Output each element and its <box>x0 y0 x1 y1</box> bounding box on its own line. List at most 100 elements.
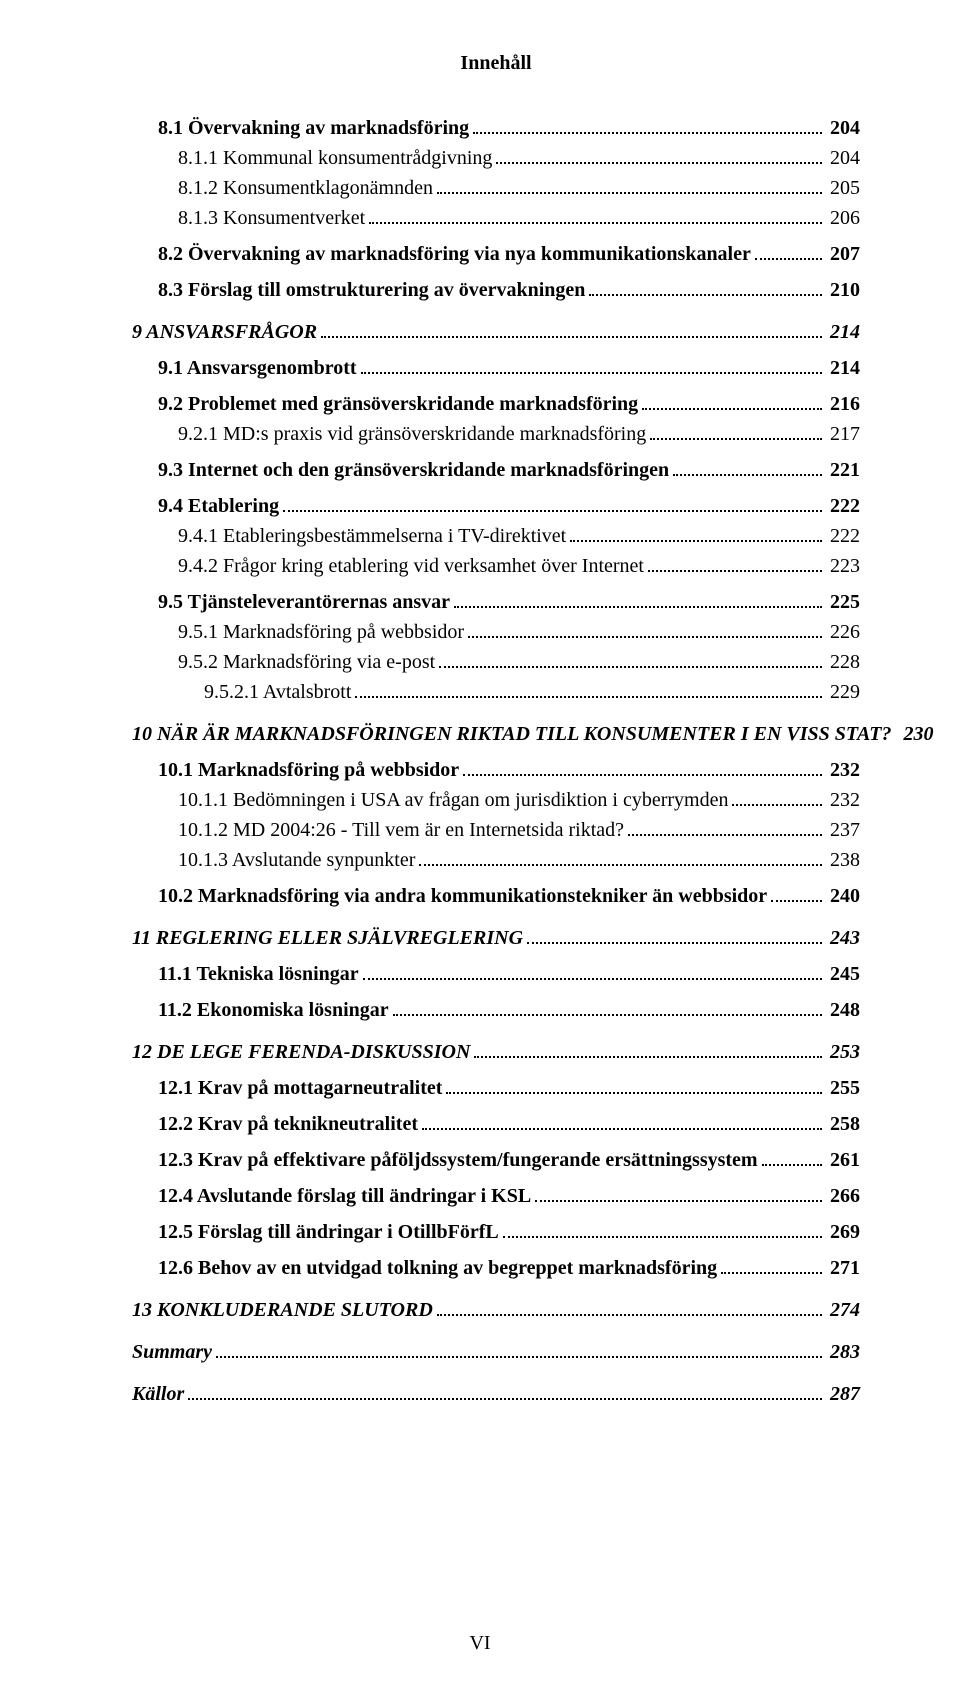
toc-entry-label: 12.2 Krav på teknikneutralitet <box>158 1109 418 1139</box>
toc-entry-label: 10.1 Marknadsföring på webbsidor <box>158 755 459 785</box>
toc-leader-dots <box>437 180 822 194</box>
toc-entry-label: Summary <box>132 1337 212 1367</box>
toc-entry: 11.1 Tekniska lösningar245 <box>132 959 860 989</box>
toc-entry-page: 283 <box>826 1337 860 1367</box>
toc-entry-label: 9.4.2 Frågor kring etablering vid verksa… <box>178 551 644 581</box>
toc-entry-label: 12.1 Krav på mottagarneutralitet <box>158 1073 442 1103</box>
toc-entry-label: 8.2 Övervakning av marknadsföring via ny… <box>158 239 751 269</box>
toc-entry: 13 KONKLUDERANDE SLUTORD274 <box>132 1295 860 1325</box>
toc-entry-label: 13 KONKLUDERANDE SLUTORD <box>132 1295 433 1325</box>
toc-entry-label: 11.2 Ekonomiska lösningar <box>158 995 389 1025</box>
toc-entry-label: 10.1.1 Bedömningen i USA av frågan om ju… <box>178 785 728 815</box>
toc-entry-page: 228 <box>826 647 860 677</box>
toc-entry-label: 10.2 Marknadsföring via andra kommunikat… <box>158 881 767 911</box>
toc-entry: 8.1.1 Kommunal konsumentrådgivning204 <box>132 143 860 173</box>
toc-entry-label: 8.3 Förslag till omstrukturering av över… <box>158 275 585 305</box>
toc-leader-dots <box>496 150 822 164</box>
page: Innehåll 8.1 Övervakning av marknadsföri… <box>0 0 960 1691</box>
toc-entry: Summary 283 <box>132 1337 860 1367</box>
toc-leader-dots <box>721 1260 822 1274</box>
toc-entry-label: 8.1 Övervakning av marknadsföring <box>158 113 469 143</box>
toc-entry: 9.4.1 Etableringsbestämmelserna i TV-dir… <box>132 521 860 551</box>
toc-leader-dots <box>369 210 822 224</box>
toc-entry: 12 DE LEGE FERENDA-DISKUSSION253 <box>132 1037 860 1067</box>
toc-entry: 9.4.2 Frågor kring etablering vid verksa… <box>132 551 860 581</box>
toc-entry: 10.1.1 Bedömningen i USA av frågan om ju… <box>132 785 860 815</box>
toc-entry-page: 214 <box>826 317 860 347</box>
toc-entry-label: 8.1.3 Konsumentverket <box>178 203 365 233</box>
toc-entry: 12.1 Krav på mottagarneutralitet255 <box>132 1073 860 1103</box>
toc-entry: 10.1.2 MD 2004:26 - Till vem är en Inter… <box>132 815 860 845</box>
toc-entry: 10.1 Marknadsföring på webbsidor 232 <box>132 755 860 785</box>
toc-entry-page: 226 <box>826 617 860 647</box>
toc-entry-label: 9.4 Etablering <box>158 491 279 521</box>
toc-leader-dots <box>771 888 822 902</box>
toc-entry-page: 214 <box>826 353 860 383</box>
toc-entry: 10.1.3 Avslutande synpunkter 238 <box>132 845 860 875</box>
toc-leader-dots <box>463 762 822 776</box>
toc-entry: 12.4 Avslutande förslag till ändringar i… <box>132 1181 860 1211</box>
toc-entry-label: 12.3 Krav på effektivare påföljdssystem/… <box>158 1145 758 1175</box>
toc-leader-dots <box>589 282 822 296</box>
toc-entry-page: 207 <box>826 239 860 269</box>
toc-leader-dots <box>188 1386 822 1400</box>
toc-leader-dots <box>535 1188 822 1202</box>
toc-entry-label: 9.5.2 Marknadsföring via e-post <box>178 647 435 677</box>
toc-entry: 11 REGLERING ELLER SJÄLVREGLERING243 <box>132 923 860 953</box>
toc-entry-page: 229 <box>826 677 860 707</box>
toc-leader-dots <box>393 1002 822 1016</box>
toc-leader-dots <box>570 528 822 542</box>
toc-entry: 9.2 Problemet med gränsöverskridande mar… <box>132 389 860 419</box>
toc-entry-label: 11 REGLERING ELLER SJÄLVREGLERING <box>132 923 523 953</box>
toc-entry-label: 9.5.1 Marknadsföring på webbsidor <box>178 617 464 647</box>
toc-leader-dots <box>437 1302 822 1316</box>
toc-entry-page: 269 <box>826 1217 860 1247</box>
toc-entry-page: 232 <box>826 755 860 785</box>
toc-entry-label: 12.6 Behov av en utvidgad tolkning av be… <box>158 1253 717 1283</box>
toc-entry: 11.2 Ekonomiska lösningar248 <box>132 995 860 1025</box>
toc-entry: 9.2.1 MD:s praxis vid gränsöverskridande… <box>132 419 860 449</box>
toc-leader-dots <box>361 360 822 374</box>
toc-entry-page: 222 <box>826 521 860 551</box>
toc-entry-page: 240 <box>826 881 860 911</box>
toc-entry: 9.5.2.1 Avtalsbrott229 <box>132 677 860 707</box>
toc-entry-page: 204 <box>826 113 860 143</box>
toc-entry-page: 216 <box>826 389 860 419</box>
toc-leader-dots <box>503 1224 822 1238</box>
toc-entry: 12.2 Krav på teknikneutralitet258 <box>132 1109 860 1139</box>
toc-entry: 8.1.2 Konsumentklagonämnden 205 <box>132 173 860 203</box>
toc-entry-label: 9.4.1 Etableringsbestämmelserna i TV-dir… <box>178 521 566 551</box>
toc-entry-page: 232 <box>826 785 860 815</box>
toc-entry: 12.5 Förslag till ändringar i OtillbFörf… <box>132 1217 860 1247</box>
toc-leader-dots <box>422 1116 822 1130</box>
toc-entry: 9.3 Internet och den gränsöverskridande … <box>132 455 860 485</box>
toc-entry: 10 NÄR ÄR MARKNADSFÖRINGEN RIKTAD TILL K… <box>132 719 860 749</box>
toc-leader-dots <box>474 1044 822 1058</box>
toc-leader-dots <box>755 246 822 260</box>
toc-entry-label: 10.1.3 Avslutande synpunkter <box>178 845 415 875</box>
toc-entry: 9 ANSVARSFRÅGOR214 <box>132 317 860 347</box>
toc-entry: 8.1.3 Konsumentverket 206 <box>132 203 860 233</box>
toc-entry-page: 261 <box>826 1145 860 1175</box>
toc-entry-page: 238 <box>826 845 860 875</box>
toc-leader-dots <box>454 594 822 608</box>
toc-entry: 8.1 Övervakning av marknadsföring 204 <box>132 113 860 143</box>
toc-entry-label: 12.5 Förslag till ändringar i OtillbFörf… <box>158 1217 499 1247</box>
toc-entry: 8.2 Övervakning av marknadsföring via ny… <box>132 239 860 269</box>
toc-entry-label: 12.4 Avslutande förslag till ändringar i… <box>158 1181 531 1211</box>
toc-entry-page: 222 <box>826 491 860 521</box>
toc-entry-page: 205 <box>826 173 860 203</box>
toc-leader-dots <box>419 852 822 866</box>
toc-entry: 9.5.1 Marknadsföring på webbsidor 226 <box>132 617 860 647</box>
toc-entry-page: 217 <box>826 419 860 449</box>
toc-entry-label: 8.1.2 Konsumentklagonämnden <box>178 173 433 203</box>
running-header: Innehåll <box>132 52 860 75</box>
toc-entry-page: 206 <box>826 203 860 233</box>
page-folio: VI <box>0 1632 960 1655</box>
toc-leader-dots <box>363 966 822 980</box>
toc-entry-page: 221 <box>826 455 860 485</box>
toc-leader-dots <box>321 324 822 338</box>
toc-leader-dots <box>650 426 822 440</box>
toc-entry-label: 9.2.1 MD:s praxis vid gränsöverskridande… <box>178 419 646 449</box>
toc-entry: 9.4 Etablering 222 <box>132 491 860 521</box>
